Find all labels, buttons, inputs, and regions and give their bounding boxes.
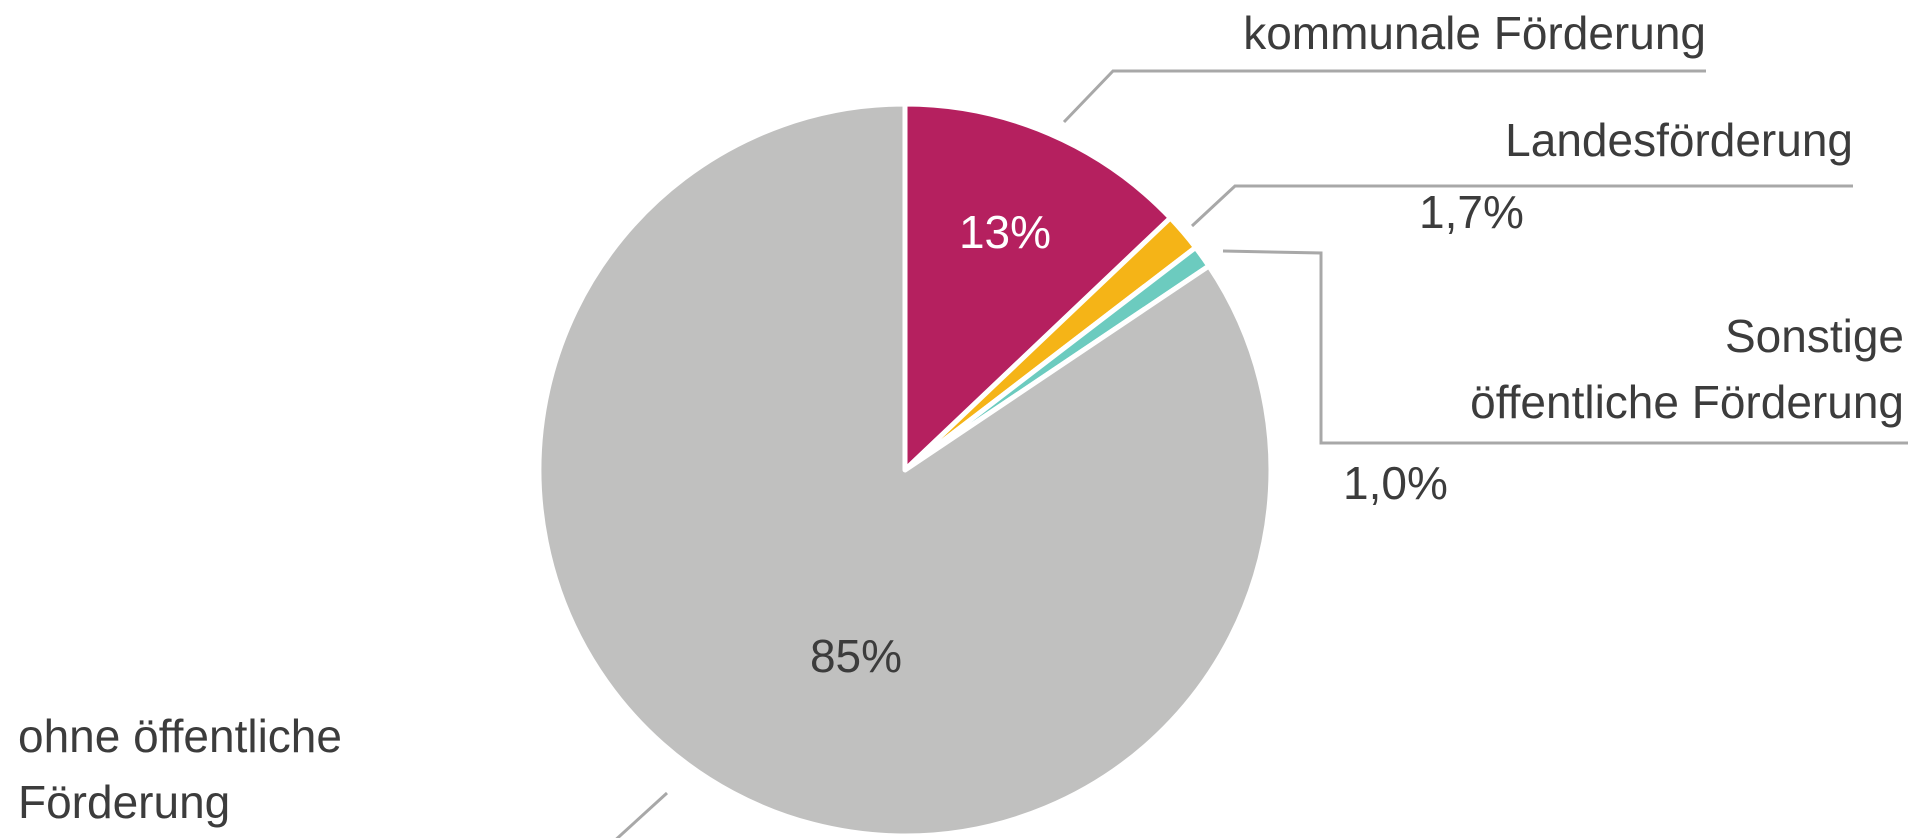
leader-line [615,791,669,838]
category-label: kommunale Förderung [1243,7,1706,59]
pie [536,101,1274,838]
category-label: Landesförderung [1505,114,1853,166]
value-label: 13% [959,206,1051,258]
leader-line [1222,249,1908,445]
value-label: 1,7% [1419,186,1524,238]
value-label: 1,0% [1343,457,1448,509]
value-label: 85% [810,630,902,682]
pie-slice [536,101,1274,838]
category-label: ohne öffentliche Förderung [18,710,342,828]
category-label: Sonstige öffentliche Förderung [1470,310,1904,428]
leader-line [1190,184,1853,228]
leader-line [1062,69,1706,124]
pie-slice [902,101,1173,473]
